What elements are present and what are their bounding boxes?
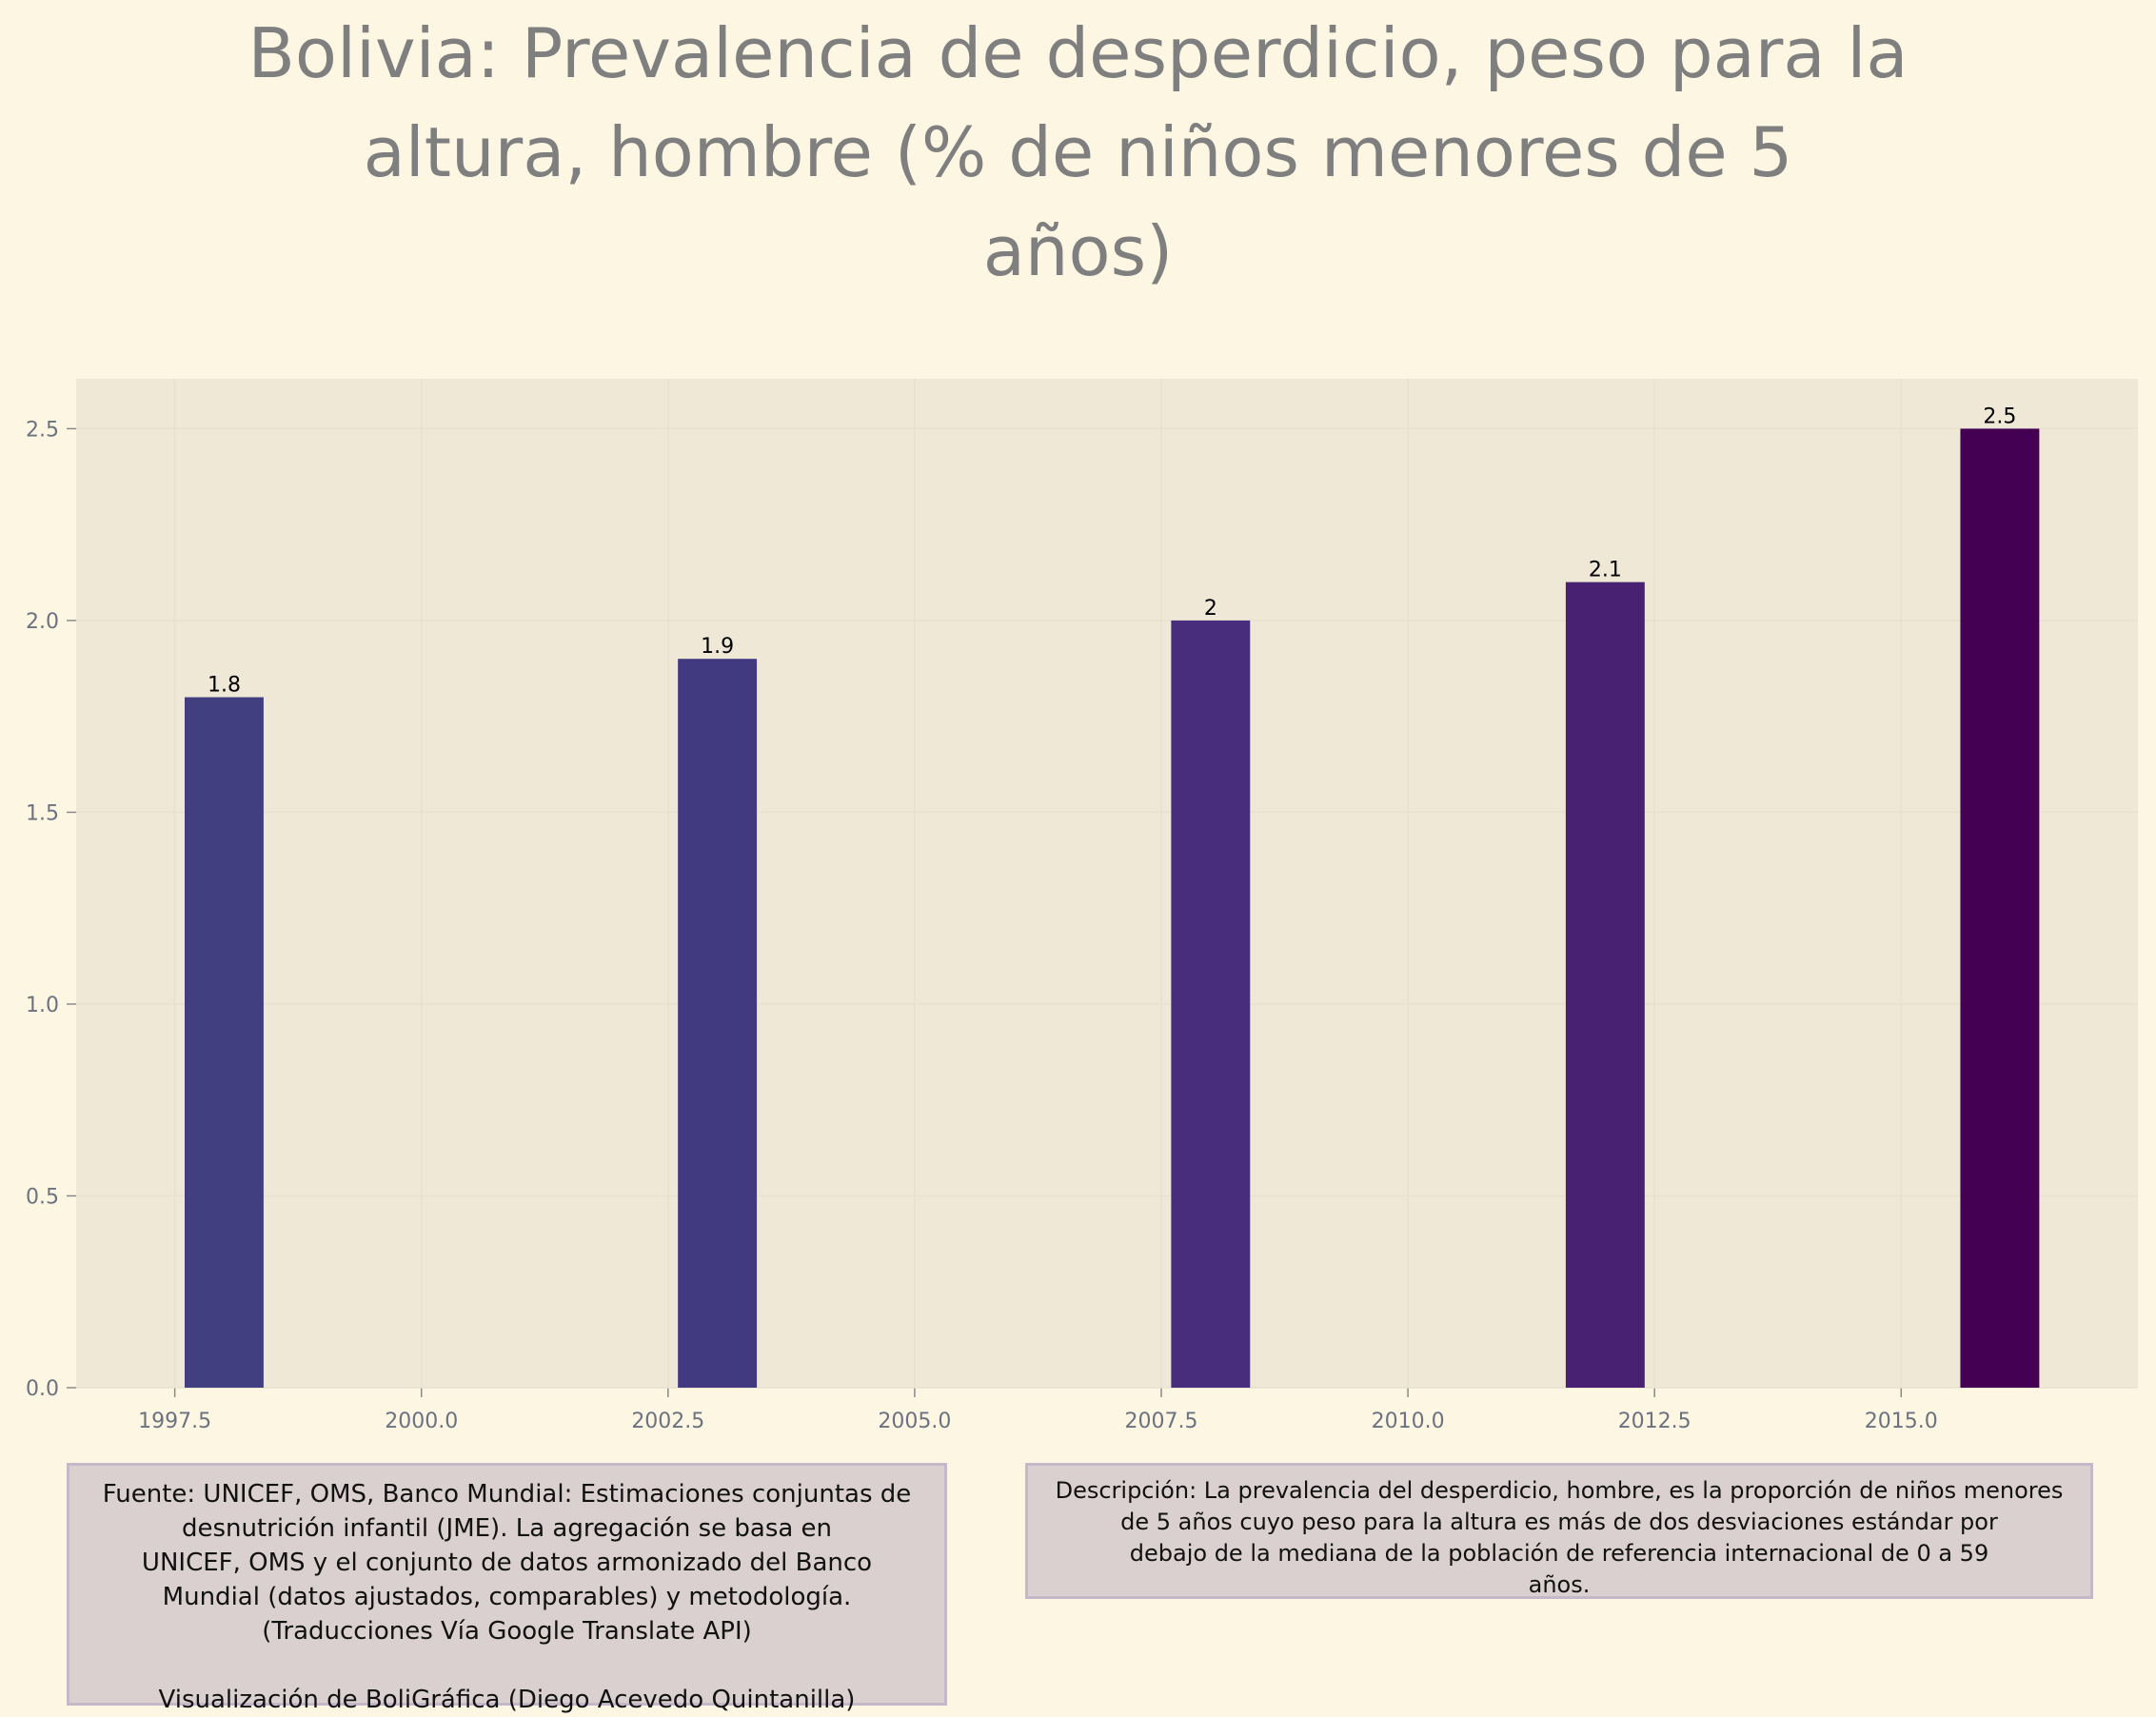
data-label: 1.9 bbox=[701, 635, 734, 659]
x-tick-label: 2000.0 bbox=[385, 1410, 458, 1433]
data-label: 1.8 bbox=[208, 674, 241, 698]
description-line-4: años. bbox=[1528, 1571, 1591, 1598]
bar bbox=[185, 697, 264, 1388]
spacer bbox=[69, 1648, 944, 1683]
bar-chart: 1997.5 2000.0 2002.5 2005.0 2007.5 2010.0 2012… bbox=[26, 379, 2138, 1433]
y-tick-label: 0.0 bbox=[26, 1377, 59, 1401]
description-line-1: Descripción: La prevalencia del desperdi… bbox=[1055, 1477, 2064, 1504]
data-label: 2.1 bbox=[1589, 559, 1622, 582]
data-label: 2.5 bbox=[1983, 405, 2016, 428]
x-tick-label: 2005.0 bbox=[878, 1410, 951, 1433]
source-line-1: Fuente: UNICEF, OMS, Banco Mundial: Esti… bbox=[102, 1480, 912, 1509]
bar bbox=[1960, 428, 2040, 1388]
y-tick-label: 1.0 bbox=[26, 994, 59, 1017]
chart-title-line-2: altura, hombre (% de niños menores de 5 bbox=[363, 112, 1793, 192]
credit-line: Visualización de BoliGráfica (Diego Acev… bbox=[158, 1686, 856, 1714]
x-tick-label: 2012.5 bbox=[1618, 1410, 1691, 1433]
x-tick-label: 2010.0 bbox=[1372, 1410, 1445, 1433]
chart-title: Bolivia: Prevalencia de desperdicio, pes… bbox=[0, 0, 2156, 301]
x-tick-label: 1997.5 bbox=[138, 1410, 211, 1433]
chart-title-line-3: años) bbox=[982, 211, 1174, 291]
source-note-box: Fuente: UNICEF, OMS, Banco Mundial: Esti… bbox=[67, 1463, 947, 1714]
data-label: 2 bbox=[1204, 597, 1217, 621]
source-line-5: (Traducciones Vía Google Translate API) bbox=[262, 1617, 752, 1646]
bar bbox=[678, 659, 758, 1388]
y-tick-label: 0.5 bbox=[26, 1185, 59, 1209]
description-note-box: Descripción: La prevalencia del desperdi… bbox=[1025, 1463, 2093, 1599]
plot-area bbox=[76, 379, 2138, 1388]
y-tick-label: 2.0 bbox=[26, 610, 59, 634]
x-tick-label: 2002.5 bbox=[631, 1410, 704, 1433]
bar bbox=[1565, 582, 1645, 1388]
bar bbox=[1171, 620, 1251, 1388]
x-tick-label: 2015.0 bbox=[1865, 1410, 1938, 1433]
source-line-3: UNICEF, OMS y el conjunto de datos armon… bbox=[141, 1549, 873, 1577]
y-tick-label: 2.5 bbox=[26, 418, 59, 442]
source-line-2: desnutrición infantil (JME). La agregaci… bbox=[181, 1514, 833, 1543]
y-tick-label: 1.5 bbox=[26, 801, 59, 825]
x-tick-label: 2007.5 bbox=[1125, 1410, 1198, 1433]
chart-title-line-1: Bolivia: Prevalencia de desperdicio, pes… bbox=[247, 13, 1909, 93]
description-line-2: de 5 años cuyo peso para la altura es má… bbox=[1120, 1509, 1998, 1535]
description-line-3: debajo de la mediana de la población de … bbox=[1129, 1540, 1989, 1567]
source-line-4: Mundial (datos ajustados, comparables) y… bbox=[162, 1583, 852, 1611]
